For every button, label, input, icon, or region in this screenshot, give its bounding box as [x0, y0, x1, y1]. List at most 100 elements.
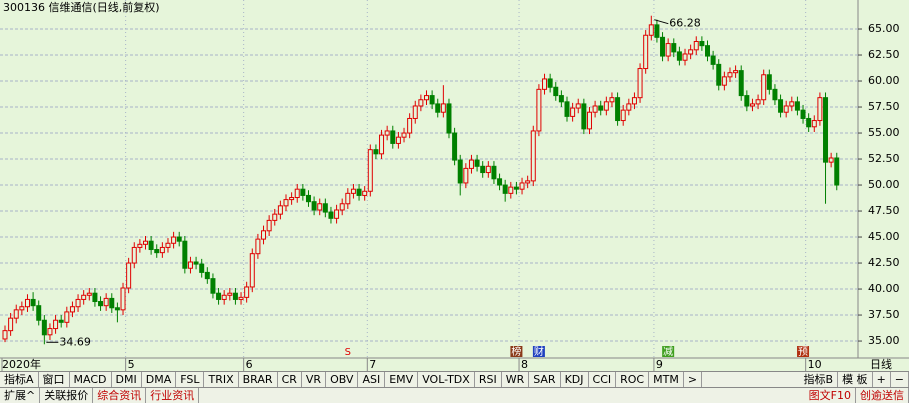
info-tab[interactable]: 扩展^ — [0, 388, 41, 403]
info-tab[interactable]: 关联报价 — [40, 388, 94, 403]
spacer — [702, 372, 799, 387]
candle-body — [446, 103, 452, 134]
candle-body — [727, 72, 733, 78]
candle-body — [424, 95, 429, 101]
indicator-tab[interactable]: BRAR — [239, 372, 278, 387]
info-button[interactable]: 创逾送信 — [856, 388, 909, 403]
candle-body — [783, 105, 789, 113]
info-button[interactable]: 图文F10 — [805, 388, 856, 403]
candle-body — [238, 296, 244, 300]
indicator-tab[interactable]: 窗口 — [39, 372, 70, 387]
candle-body — [615, 97, 621, 122]
candle-body — [665, 43, 671, 57]
indicator-tab[interactable]: FSL — [176, 372, 205, 387]
bottom-bar: 扩展^ 关联报价 综合资讯 行业资讯 图文F10 创逾送信 — [0, 387, 909, 403]
candle-body — [137, 243, 143, 248]
candle-body — [305, 194, 311, 203]
candle-body — [58, 319, 64, 323]
chart-title: 300136 信维通信(日线,前复权) — [3, 0, 160, 14]
indicator-tab[interactable]: > — [684, 372, 703, 387]
candle-body — [277, 205, 283, 215]
info-tab[interactable]: 综合资讯 — [93, 388, 147, 403]
indicator-tab[interactable]: MACD — [70, 372, 112, 387]
x-tick-label: 8 — [521, 358, 528, 371]
candle-body — [109, 297, 115, 309]
event-marker[interactable]: 减 — [663, 346, 673, 358]
indicator-tab[interactable]: OBV — [326, 372, 359, 387]
indicator-tab[interactable]: WR — [502, 372, 530, 387]
candle-body — [81, 294, 87, 300]
indicator-tab[interactable]: TRIX — [204, 372, 239, 387]
candle-body — [525, 180, 531, 184]
indicator-tab[interactable]: CCI — [589, 372, 617, 387]
candle-body — [126, 262, 132, 289]
candle-body — [699, 40, 705, 47]
candle-body — [187, 261, 193, 269]
indicator-tab[interactable]: DMA — [142, 372, 177, 387]
candle-body — [429, 95, 435, 105]
indicator-tab[interactable]: MTM — [649, 372, 684, 387]
indicator-tab[interactable]: EMV — [385, 372, 419, 387]
candle-body — [834, 157, 840, 186]
candle-body — [710, 55, 716, 65]
candle-body — [547, 78, 553, 88]
candle-body — [435, 103, 441, 113]
candle-body — [705, 45, 710, 57]
candle-body — [182, 240, 188, 269]
toolbar-button[interactable]: − — [891, 372, 909, 387]
event-box — [797, 346, 810, 357]
indicator-tab[interactable]: CR — [278, 372, 302, 387]
toolbar-button[interactable]: 指标B — [800, 372, 839, 387]
y-tick-label: 50.00 — [868, 178, 900, 191]
event-marker[interactable]: 预 — [798, 346, 808, 358]
indicator-tab[interactable]: RSI — [475, 372, 502, 387]
candle-body — [13, 309, 19, 319]
indicator-tab[interactable]: ASI — [358, 372, 386, 387]
candle-body — [440, 103, 446, 113]
candle-body — [266, 219, 272, 232]
candle-body — [64, 311, 70, 323]
candle-body — [289, 197, 295, 201]
period[interactable]: 日线 — [870, 357, 892, 371]
candle-body — [800, 109, 806, 119]
indicator-tab[interactable]: DMI — [112, 372, 142, 387]
x-tick-label: 9 — [656, 358, 663, 371]
candle-body — [249, 253, 255, 288]
candle-body — [367, 149, 373, 192]
indicator-tab[interactable]: 指标A — [0, 372, 39, 387]
spacer — [199, 388, 804, 403]
candle-body — [379, 134, 385, 155]
toolbar-button[interactable]: 模 板 — [838, 372, 873, 387]
candle-body — [165, 242, 171, 248]
candle-body — [345, 192, 351, 205]
candle-body — [823, 97, 829, 163]
event-box — [532, 346, 545, 357]
candle-body — [474, 159, 480, 167]
indicator-tab[interactable]: SAR — [529, 372, 561, 387]
candle-body — [581, 103, 587, 130]
indicator-tab[interactable]: VOL-TDX — [418, 372, 475, 387]
candle-body — [418, 99, 424, 107]
candle-body — [294, 188, 300, 199]
candle-body — [660, 36, 666, 57]
candle-body — [103, 297, 109, 307]
candle-body — [570, 107, 576, 117]
indicator-tab[interactable]: VR — [302, 372, 327, 387]
candle-body — [761, 74, 767, 101]
candle-body — [300, 188, 306, 196]
event-marker[interactable]: 榜 — [511, 345, 521, 358]
candle-body — [598, 105, 604, 111]
indicator-tab[interactable]: KDJ — [561, 372, 589, 387]
candle-body — [407, 117, 413, 134]
candle-body — [575, 103, 581, 109]
toolbar-button[interactable]: + — [873, 372, 891, 387]
candle-body — [98, 301, 104, 307]
candle-body — [384, 130, 390, 136]
event-box — [662, 346, 675, 357]
indicator-tab[interactable]: ROC — [616, 372, 650, 387]
info-tab[interactable]: 行业资讯 — [146, 388, 200, 403]
event-marker[interactable]: S — [345, 347, 351, 358]
candle-body — [36, 305, 42, 321]
candle-body — [24, 298, 30, 308]
event-marker[interactable]: 财 — [534, 345, 544, 358]
